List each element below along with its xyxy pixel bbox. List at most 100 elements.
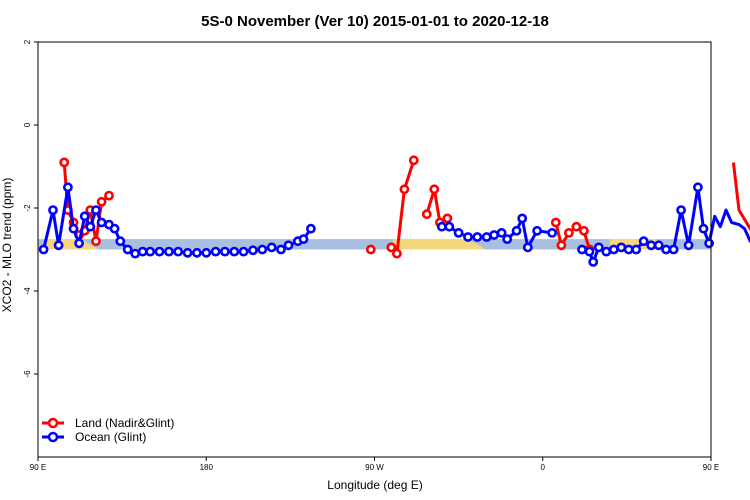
data-point xyxy=(48,205,58,215)
data-point xyxy=(579,225,589,236)
data-point xyxy=(53,240,64,251)
data-point xyxy=(646,240,657,251)
data-point xyxy=(502,234,513,244)
data-point xyxy=(79,211,90,222)
data-point xyxy=(386,242,397,253)
data-point xyxy=(584,246,595,257)
x-axis-label: Longitude (deg E) xyxy=(327,478,422,492)
y-tick-label: 0 xyxy=(23,122,32,127)
data-point xyxy=(683,240,694,251)
data-point xyxy=(511,225,522,236)
data-point xyxy=(91,236,101,247)
data-point xyxy=(601,246,612,257)
x-tick-label: 90 E xyxy=(30,463,46,472)
legend-ocean-label: Ocean (Glint) xyxy=(75,430,146,444)
data-point xyxy=(257,244,268,255)
land-highlight-1 xyxy=(393,239,486,250)
legend-land-label: Land (Nadir&Glint) xyxy=(75,416,174,430)
data-point xyxy=(210,246,221,257)
data-point xyxy=(229,246,240,257)
data-point xyxy=(74,238,84,249)
data-point xyxy=(698,223,709,234)
data-point xyxy=(365,244,376,255)
series-layer xyxy=(38,155,750,267)
data-point xyxy=(104,190,114,201)
data-point xyxy=(137,246,148,257)
data-point xyxy=(522,242,533,253)
data-point xyxy=(517,213,528,224)
data-point xyxy=(38,244,49,255)
y-axis: 2 0 -2 -4 -6 xyxy=(23,39,38,378)
data-point xyxy=(109,223,120,234)
band-blue xyxy=(38,239,711,250)
y-tick-label: 2 xyxy=(23,39,32,44)
data-point xyxy=(91,205,101,215)
data-point xyxy=(130,248,141,259)
x-tick-label: 0 xyxy=(541,463,546,472)
data-point xyxy=(638,236,649,247)
legend-land-marker xyxy=(47,417,59,429)
data-point xyxy=(444,221,455,232)
data-point xyxy=(122,244,133,255)
data-point xyxy=(593,242,604,253)
series-ocean xyxy=(38,182,750,267)
data-point xyxy=(63,182,73,193)
data-point xyxy=(436,221,447,232)
data-point xyxy=(154,246,165,257)
data-point xyxy=(173,246,184,257)
data-point xyxy=(115,236,126,247)
data-point xyxy=(489,230,499,240)
data-point xyxy=(96,196,107,207)
x-axis: 90 E 180 90 W 0 90 E xyxy=(30,457,719,472)
data-point xyxy=(266,242,277,253)
data-point xyxy=(442,213,453,224)
data-point xyxy=(219,246,230,257)
data-point xyxy=(463,232,473,242)
data-point xyxy=(668,244,679,255)
data-point xyxy=(391,248,402,259)
legend: Land (Nadir&Glint) Ocean (Glint) xyxy=(42,416,174,444)
data-point xyxy=(608,244,619,255)
data-point xyxy=(408,155,419,166)
data-point xyxy=(564,227,574,238)
data-point xyxy=(556,240,567,251)
y-tick-label: -2 xyxy=(23,204,32,212)
data-point xyxy=(191,247,202,258)
data-point xyxy=(248,245,258,256)
series-line-0-5 xyxy=(731,162,750,232)
data-point xyxy=(283,240,294,251)
data-point xyxy=(85,221,96,232)
data-point xyxy=(653,240,664,251)
data-point xyxy=(623,244,634,255)
data-point xyxy=(201,247,212,258)
data-point xyxy=(453,227,464,238)
x-tick-label: 180 xyxy=(200,463,214,472)
y-tick-label: -4 xyxy=(23,287,32,295)
data-point xyxy=(59,157,70,168)
plot-area xyxy=(38,155,750,267)
data-point xyxy=(305,223,316,234)
data-point xyxy=(163,246,174,257)
data-point xyxy=(704,238,714,249)
data-point xyxy=(588,256,599,267)
data-point xyxy=(550,217,561,228)
data-point xyxy=(631,244,642,255)
data-point xyxy=(693,182,703,193)
data-point xyxy=(421,209,432,220)
x-tick-label: 90 E xyxy=(703,463,719,472)
data-point xyxy=(429,184,440,195)
data-point xyxy=(68,223,79,234)
data-point xyxy=(577,244,587,255)
y-axis-label: XCO2 - MLO trend (ppm) xyxy=(0,178,14,313)
chart-title: 5S-0 November (Ver 10) 2015-01-01 to 202… xyxy=(201,13,549,30)
data-point xyxy=(661,244,671,255)
data-point xyxy=(676,205,686,215)
data-point xyxy=(238,246,249,257)
y-tick-label: -6 xyxy=(23,370,32,378)
data-point xyxy=(276,244,286,255)
data-point xyxy=(571,221,582,232)
data-point xyxy=(481,232,492,242)
data-point xyxy=(472,232,483,242)
data-point xyxy=(145,246,156,257)
